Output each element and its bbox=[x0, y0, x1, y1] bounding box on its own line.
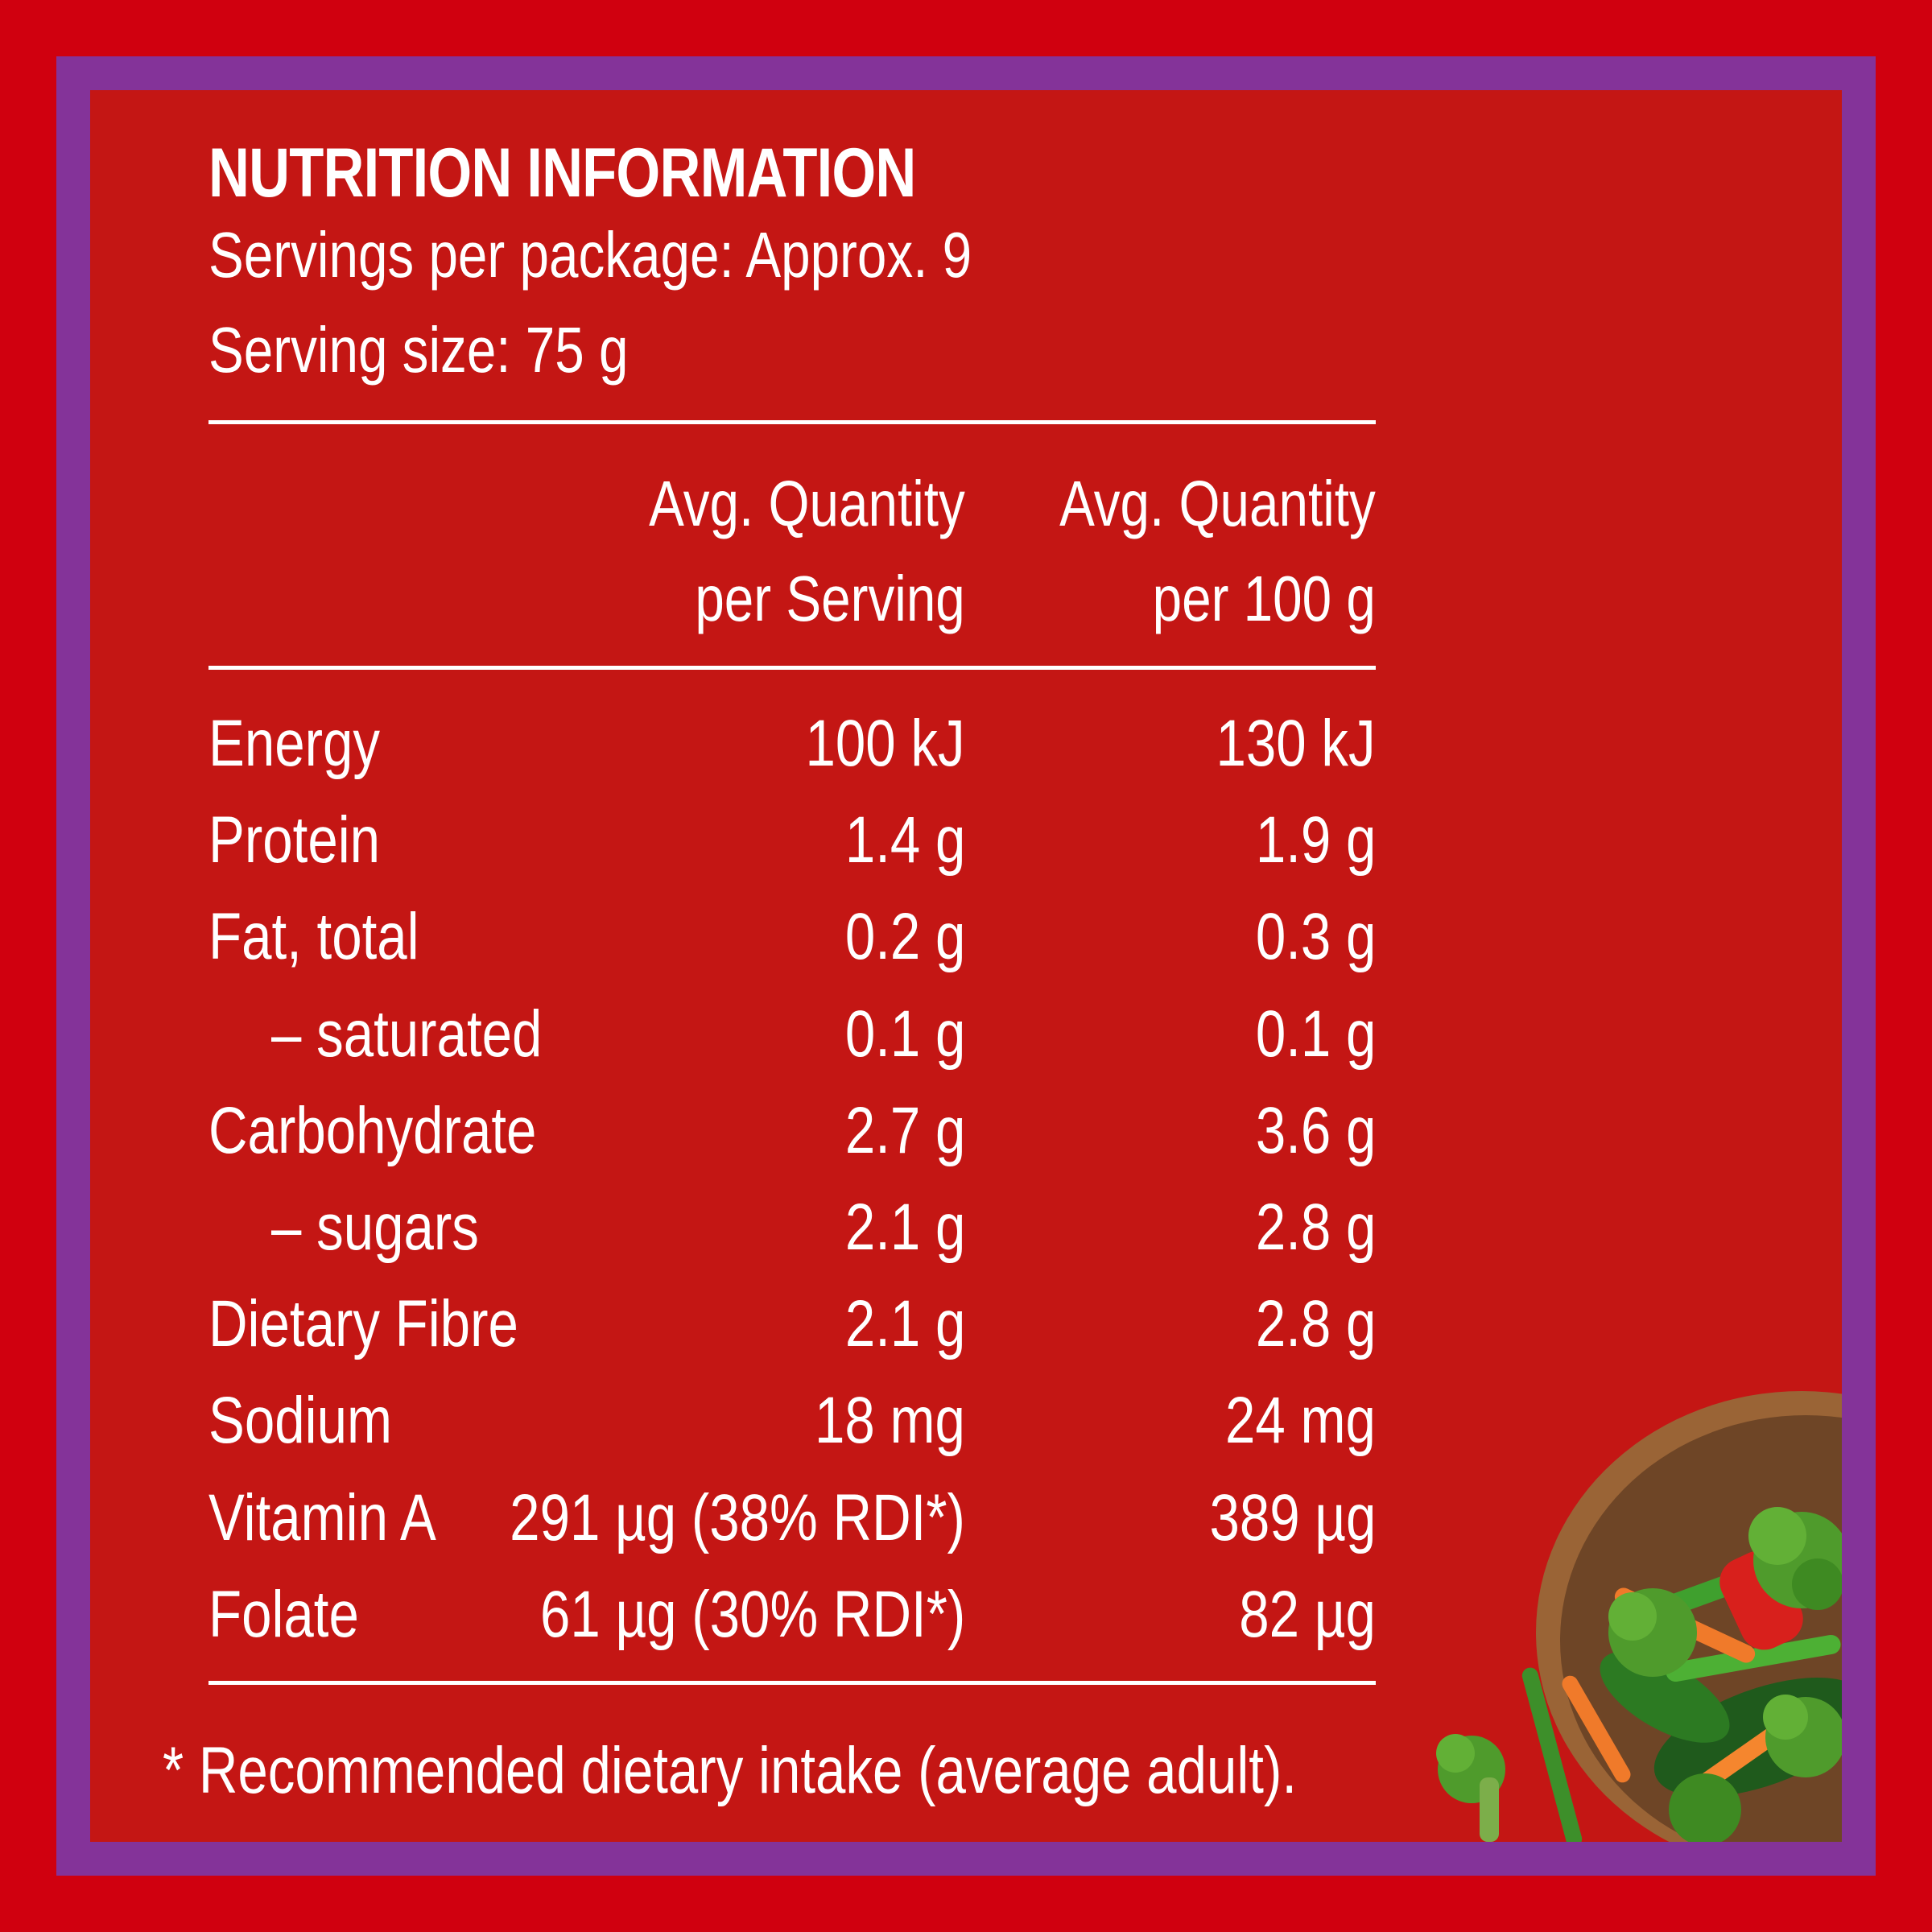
nutrient-name: Carbohydrate bbox=[208, 1093, 537, 1167]
per-100g-value: 389 µg bbox=[1208, 1480, 1376, 1554]
nutrient-name: Dietary Fibre bbox=[208, 1287, 518, 1361]
per-serving-value: 2.7 g bbox=[844, 1093, 965, 1167]
per-serving-value: 0.1 g bbox=[844, 997, 965, 1071]
per-serving-value: 100 kJ bbox=[805, 707, 965, 780]
column-header-line: Avg. Quantity bbox=[1059, 468, 1376, 539]
nutrient-name: Sodium bbox=[208, 1384, 392, 1458]
nutrient-table: Energy 100 kJ 130 kJ Protein 1.4 g 1.9 g… bbox=[208, 670, 1376, 1681]
footnote: * Recommended dietary intake (average ad… bbox=[163, 1734, 1298, 1807]
per-serving-value: 0.2 g bbox=[844, 900, 965, 974]
per-serving-value: 291 µg (38% RDI*) bbox=[510, 1480, 965, 1554]
nutrition-panel: NUTRITION INFORMATION Servings per packa… bbox=[90, 90, 1842, 1842]
table-row: Fat, total 0.2 g 0.3 g bbox=[208, 889, 1376, 985]
per-serving-value: 1.4 g bbox=[844, 803, 965, 877]
label-title: NUTRITION INFORMATION bbox=[208, 134, 916, 212]
table-row: Dietary Fibre 2.1 g 2.8 g bbox=[208, 1276, 1376, 1373]
nutrient-name: – saturated bbox=[271, 997, 543, 1071]
per-100g-value: 2.8 g bbox=[1255, 1190, 1376, 1264]
per-100g-value: 2.8 g bbox=[1255, 1287, 1376, 1361]
divider bbox=[208, 666, 1376, 670]
nutrient-name: Folate bbox=[208, 1577, 359, 1651]
per-100g-value: 1.9 g bbox=[1255, 803, 1376, 877]
table-row: – saturated 0.1 g 0.1 g bbox=[208, 986, 1376, 1083]
column-header-per-serving: Avg. Quantity per Serving bbox=[649, 456, 965, 646]
nutrient-name: Vitamin A bbox=[208, 1480, 436, 1554]
column-header-row: Avg. Quantity per Serving Avg. Quantity … bbox=[208, 424, 1376, 666]
table-row: Vitamin A 291 µg (38% RDI*) 389 µg bbox=[208, 1470, 1376, 1567]
serving-size: Serving size: 75 g bbox=[208, 314, 629, 386]
per-serving-value: 61 µg (30% RDI*) bbox=[539, 1577, 965, 1651]
servings-per-package: Servings per package: Approx. 9 bbox=[208, 219, 972, 291]
per-100g-value: 0.1 g bbox=[1255, 997, 1376, 1071]
column-header-line: Avg. Quantity bbox=[649, 468, 965, 539]
per-serving-value: 2.1 g bbox=[844, 1287, 965, 1361]
table-row: – sugars 2.1 g 2.8 g bbox=[208, 1179, 1376, 1276]
nutrient-name: Protein bbox=[208, 803, 381, 877]
nutrition-label: NUTRITION INFORMATION Servings per packa… bbox=[208, 121, 1376, 1685]
table-row: Folate 61 µg (30% RDI*) 82 µg bbox=[208, 1567, 1376, 1663]
per-100g-value: 82 µg bbox=[1239, 1577, 1376, 1651]
per-100g-value: 0.3 g bbox=[1255, 900, 1376, 974]
per-100g-value: 130 kJ bbox=[1216, 707, 1376, 780]
nutrient-name: Energy bbox=[208, 707, 381, 780]
per-100g-value: 24 mg bbox=[1225, 1384, 1376, 1458]
column-header-line: per Serving bbox=[695, 563, 965, 634]
per-serving-value: 18 mg bbox=[815, 1384, 965, 1458]
nutrient-name: – sugars bbox=[271, 1190, 479, 1264]
column-header-line: per 100 g bbox=[1152, 563, 1376, 634]
per-100g-value: 3.6 g bbox=[1255, 1093, 1376, 1167]
divider bbox=[208, 1680, 1376, 1685]
table-row: Protein 1.4 g 1.9 g bbox=[208, 792, 1376, 889]
table-row: Energy 100 kJ 130 kJ bbox=[208, 696, 1376, 792]
divider bbox=[208, 420, 1376, 424]
vegetable-bowl-icon bbox=[1436, 1391, 1842, 1842]
per-serving-value: 2.1 g bbox=[844, 1190, 965, 1264]
column-header-per-100g: Avg. Quantity per 100 g bbox=[1059, 456, 1376, 646]
nutrient-name: Fat, total bbox=[208, 900, 419, 974]
table-row: Carbohydrate 2.7 g 3.6 g bbox=[208, 1083, 1376, 1179]
table-row: Sodium 18 mg 24 mg bbox=[208, 1373, 1376, 1469]
